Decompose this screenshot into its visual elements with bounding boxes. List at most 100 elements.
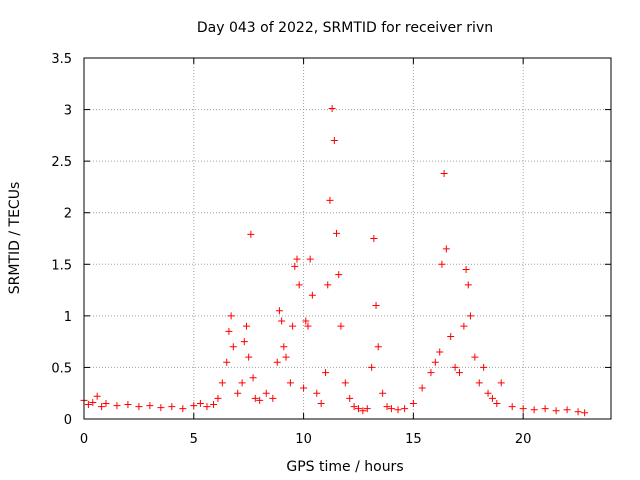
data-point (168, 403, 176, 411)
data-point (280, 343, 288, 351)
data-point (322, 369, 330, 377)
data-point (508, 403, 516, 411)
data-point (269, 394, 277, 402)
data-point (484, 389, 492, 397)
data-point (227, 312, 235, 320)
data-point (304, 322, 312, 330)
data-point (146, 402, 154, 410)
data-point (475, 379, 483, 387)
y-tick-label: 2.5 (51, 155, 72, 170)
data-point (249, 374, 257, 382)
data-point (247, 230, 255, 238)
data-point (273, 358, 281, 366)
data-point (471, 353, 479, 361)
data-point (427, 369, 435, 377)
data-point (286, 379, 294, 387)
data-point (574, 408, 582, 416)
y-tick-label: 0.5 (51, 361, 72, 376)
data-point (275, 307, 283, 315)
data-point (214, 394, 222, 402)
data-point (113, 402, 121, 410)
data-point (401, 405, 409, 413)
data-points (80, 105, 589, 417)
data-point (293, 255, 301, 263)
x-axis-label: GPS time / hours (286, 459, 403, 475)
data-point (387, 405, 395, 413)
data-point (363, 405, 371, 413)
data-point (438, 260, 446, 268)
data-point (447, 332, 455, 340)
data-point (464, 281, 472, 289)
data-point (256, 396, 264, 404)
chart-title: Day 043 of 2022, SRMTID for receiver riv… (197, 20, 493, 36)
data-point (394, 406, 402, 414)
data-point (431, 358, 439, 366)
data-point (328, 105, 336, 113)
x-tick-label: 0 (80, 432, 88, 447)
data-point (190, 402, 198, 410)
data-point (581, 409, 589, 417)
data-point (497, 379, 505, 387)
data-point (451, 363, 459, 371)
data-point (480, 363, 488, 371)
data-point (289, 322, 297, 330)
data-point (541, 405, 549, 413)
data-point (368, 363, 376, 371)
data-point (84, 401, 92, 409)
data-point (330, 137, 338, 145)
data-point (337, 322, 345, 330)
axis-ticks (83, 57, 611, 420)
y-tick-labels: 0 0.5 1 1.5 2 2.5 3 3.5 (51, 52, 72, 428)
data-point (530, 406, 538, 414)
data-point (335, 271, 343, 279)
data-point (242, 322, 250, 330)
data-point (350, 403, 358, 411)
data-point (98, 403, 106, 411)
data-point (460, 322, 468, 330)
data-point (519, 405, 527, 413)
data-point (418, 384, 426, 392)
data-point (278, 317, 286, 325)
y-tick-label: 3 (64, 104, 72, 119)
y-tick-label: 0 (64, 413, 72, 428)
grid (84, 58, 611, 419)
data-point (326, 196, 334, 204)
data-point (317, 400, 325, 408)
y-axis-label: SRMTID / TECUs (7, 182, 23, 295)
x-tick-label: 20 (515, 432, 532, 447)
data-point (93, 392, 101, 400)
data-point (282, 353, 290, 361)
data-point (196, 400, 204, 408)
x-tick-label: 5 (190, 432, 198, 447)
data-point (488, 394, 496, 402)
data-point (383, 403, 391, 411)
data-point (291, 262, 299, 270)
data-point (493, 400, 501, 408)
data-point (462, 265, 470, 273)
x-tick-label: 10 (295, 432, 312, 447)
data-point (374, 343, 382, 351)
data-point (302, 317, 310, 325)
data-point (306, 255, 314, 263)
x-tick-labels: 0 5 10 15 20 (80, 432, 532, 447)
data-point (324, 281, 332, 289)
y-tick-label: 3.5 (51, 52, 72, 67)
data-point (238, 379, 246, 387)
data-point (436, 348, 444, 356)
data-point (262, 389, 270, 397)
data-point (440, 170, 448, 178)
data-point (552, 407, 560, 415)
data-point (346, 394, 354, 402)
data-point (466, 312, 474, 320)
data-point (203, 403, 211, 411)
data-point (179, 405, 187, 413)
data-point (245, 353, 253, 361)
data-point (251, 394, 259, 402)
data-point (225, 327, 233, 335)
data-point (313, 389, 321, 397)
data-point (370, 235, 378, 242)
y-tick-label: 1 (64, 310, 72, 325)
data-point (210, 401, 218, 409)
data-point (354, 405, 362, 413)
